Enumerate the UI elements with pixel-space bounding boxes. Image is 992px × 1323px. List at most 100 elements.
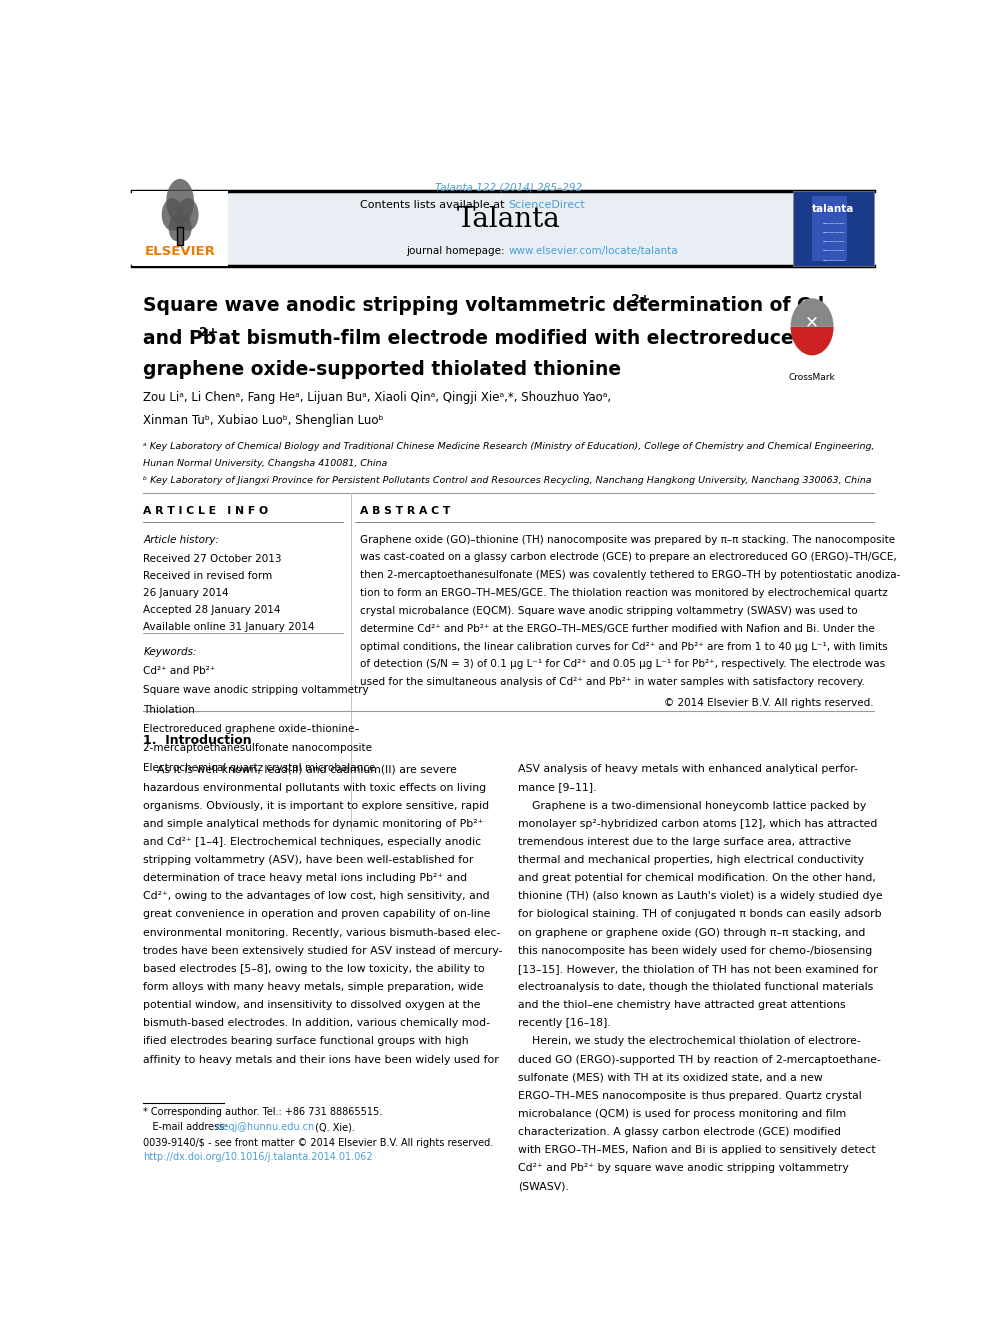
Text: Talanta: Talanta (456, 206, 560, 233)
Text: 2+: 2+ (198, 325, 218, 339)
Text: Electroreduced graphene oxide–thionine–: Electroreduced graphene oxide–thionine– (143, 724, 360, 734)
FancyBboxPatch shape (793, 192, 874, 266)
Text: Received 27 October 2013: Received 27 October 2013 (143, 554, 282, 564)
Text: form alloys with many heavy metals, simple preparation, wide: form alloys with many heavy metals, simp… (143, 982, 484, 992)
Ellipse shape (169, 214, 184, 241)
Text: sulfonate (MES) with TH at its oxidized state, and a new: sulfonate (MES) with TH at its oxidized … (519, 1073, 823, 1082)
Text: ─────────: ───────── (821, 232, 844, 235)
Text: Electrochemical quartz crystal microbalance: Electrochemical quartz crystal microbala… (143, 763, 376, 773)
Text: Square wave anodic stripping voltammetry: Square wave anodic stripping voltammetry (143, 685, 369, 696)
Text: and Cd²⁺ [1–4]. Electrochemical techniques, especially anodic: and Cd²⁺ [1–4]. Electrochemical techniqu… (143, 837, 481, 847)
Text: As it is well known, lead(II) and cadmium(II) are severe: As it is well known, lead(II) and cadmiu… (143, 765, 457, 774)
Text: tion to form an ERGO–TH–MES/GCE. The thiolation reaction was monitored by electr: tion to form an ERGO–TH–MES/GCE. The thi… (360, 589, 888, 598)
Text: used for the simultaneous analysis of Cd²⁺ and Pb²⁺ in water samples with satisf: used for the simultaneous analysis of Cd… (360, 677, 865, 687)
Text: organisms. Obviously, it is important to explore sensitive, rapid: organisms. Obviously, it is important to… (143, 800, 489, 811)
Text: Cd²⁺ and Pb²⁺: Cd²⁺ and Pb²⁺ (143, 665, 215, 676)
Text: tremendous interest due to the large surface area, attractive: tremendous interest due to the large sur… (519, 837, 852, 847)
Text: Xinman Tuᵇ, Xubiao Luoᵇ, Shenglian Luoᵇ: Xinman Tuᵇ, Xubiao Luoᵇ, Shenglian Luoᵇ (143, 414, 384, 427)
Text: optimal conditions, the linear calibration curves for Cd²⁺ and Pb²⁺ are from 1 t: optimal conditions, the linear calibrati… (360, 642, 888, 652)
Text: monolayer sp²-hybridized carbon atoms [12], which has attracted: monolayer sp²-hybridized carbon atoms [1… (519, 819, 878, 828)
Text: Zou Liᵃ, Li Chenᵃ, Fang Heᵃ, Lijuan Buᵃ, Xiaoli Qinᵃ, Qingji Xieᵃ,*, Shouzhuo Ya: Zou Liᵃ, Li Chenᵃ, Fang Heᵃ, Lijuan Buᵃ,… (143, 392, 611, 404)
Text: http://dx.doi.org/10.1016/j.talanta.2014.01.062: http://dx.doi.org/10.1016/j.talanta.2014… (143, 1152, 373, 1162)
Text: ASV analysis of heavy metals with enhanced analytical perfor-: ASV analysis of heavy metals with enhanc… (519, 765, 858, 774)
Text: then 2-mercaptoethanesulfonate (MES) was covalently tethered to ERGO–TH by poten: then 2-mercaptoethanesulfonate (MES) was… (360, 570, 901, 581)
FancyBboxPatch shape (228, 192, 793, 266)
Text: Herein, we study the electrochemical thiolation of electrore-: Herein, we study the electrochemical thi… (519, 1036, 861, 1046)
Text: xieqj@hunnu.edu.cn: xieqj@hunnu.edu.cn (214, 1122, 315, 1132)
Text: ─────────: ───────── (821, 258, 844, 262)
Text: Accepted 28 January 2014: Accepted 28 January 2014 (143, 605, 281, 615)
Text: [13–15]. However, the thiolation of TH has not been examined for: [13–15]. However, the thiolation of TH h… (519, 964, 878, 974)
Text: E-mail address:: E-mail address: (143, 1122, 231, 1132)
Text: environmental monitoring. Recently, various bismuth-based elec-: environmental monitoring. Recently, vari… (143, 927, 501, 938)
Text: © 2014 Elsevier B.V. All rights reserved.: © 2014 Elsevier B.V. All rights reserved… (664, 699, 874, 708)
Text: and the thiol–ene chemistry have attracted great attentions: and the thiol–ene chemistry have attract… (519, 1000, 846, 1011)
Text: 26 January 2014: 26 January 2014 (143, 587, 229, 598)
Text: at bismuth-film electrode modified with electroreduced: at bismuth-film electrode modified with … (212, 329, 807, 348)
Text: * Corresponding author. Tel.: +86 731 88865515.: * Corresponding author. Tel.: +86 731 88… (143, 1107, 383, 1117)
Text: and Pb: and Pb (143, 329, 216, 348)
Text: Available online 31 January 2014: Available online 31 January 2014 (143, 622, 314, 632)
Text: 0039-9140/$ - see front matter © 2014 Elsevier B.V. All rights reserved.: 0039-9140/$ - see front matter © 2014 El… (143, 1138, 493, 1148)
Text: on graphene or graphene oxide (GO) through π–π stacking, and: on graphene or graphene oxide (GO) throu… (519, 927, 866, 938)
Ellipse shape (177, 214, 191, 241)
Text: graphene oxide-supported thiolated thionine: graphene oxide-supported thiolated thion… (143, 360, 621, 380)
Text: characterization. A glassy carbon electrode (GCE) modified: characterization. A glassy carbon electr… (519, 1127, 841, 1136)
Text: electroanalysis to date, though the thiolated functional materials: electroanalysis to date, though the thio… (519, 982, 874, 992)
Ellipse shape (162, 198, 184, 230)
Text: and simple analytical methods for dynamic monitoring of Pb²⁺: and simple analytical methods for dynami… (143, 819, 483, 828)
Text: Article history:: Article history: (143, 534, 219, 545)
Text: Received in revised form: Received in revised form (143, 572, 273, 581)
Text: potential window, and insensitivity to dissolved oxygen at the: potential window, and insensitivity to d… (143, 1000, 481, 1011)
Text: ✕: ✕ (806, 312, 819, 331)
Text: A R T I C L E   I N F O: A R T I C L E I N F O (143, 507, 269, 516)
Text: Contents lists available at: Contents lists available at (360, 200, 509, 209)
Text: Thiolation: Thiolation (143, 705, 195, 714)
Text: microbalance (QCM) is used for process monitoring and film: microbalance (QCM) is used for process m… (519, 1109, 846, 1119)
Text: great convenience in operation and proven capability of on-line: great convenience in operation and prove… (143, 909, 491, 919)
Ellipse shape (167, 179, 194, 224)
Text: crystal microbalance (EQCM). Square wave anodic stripping voltammetry (SWASV) wa: crystal microbalance (EQCM). Square wave… (360, 606, 858, 617)
Text: determine Cd²⁺ and Pb²⁺ at the ERGO–TH–MES/GCE further modified with Nafion and : determine Cd²⁺ and Pb²⁺ at the ERGO–TH–M… (360, 624, 875, 634)
Text: based electrodes [5–8], owing to the low toxicity, the ability to: based electrodes [5–8], owing to the low… (143, 964, 485, 974)
Text: 2-mercaptoethanesulfonate nanocomposite: 2-mercaptoethanesulfonate nanocomposite (143, 744, 372, 754)
Text: thionine (TH) (also known as Lauth's violet) is a widely studied dye: thionine (TH) (also known as Lauth's vio… (519, 892, 883, 901)
Text: with ERGO–TH–MES, Nafion and Bi is applied to sensitively detect: with ERGO–TH–MES, Nafion and Bi is appli… (519, 1146, 876, 1155)
Text: ERGO–TH–MES nanocomposite is thus prepared. Quartz crystal: ERGO–TH–MES nanocomposite is thus prepar… (519, 1090, 862, 1101)
Text: stripping voltammetry (ASV), have been well-established for: stripping voltammetry (ASV), have been w… (143, 855, 473, 865)
Text: was cast-coated on a glassy carbon electrode (GCE) to prepare an electroreduced : was cast-coated on a glassy carbon elect… (360, 553, 897, 562)
Text: ─────────: ───────── (821, 250, 844, 254)
Text: Keywords:: Keywords: (143, 647, 196, 656)
Text: CrossMark: CrossMark (789, 373, 835, 382)
Text: determination of trace heavy metal ions including Pb²⁺ and: determination of trace heavy metal ions … (143, 873, 467, 884)
Text: ified electrodes bearing surface functional groups with high: ified electrodes bearing surface functio… (143, 1036, 469, 1046)
FancyBboxPatch shape (812, 196, 847, 261)
Text: (Q. Xie).: (Q. Xie). (312, 1122, 355, 1132)
Text: ─────────: ───────── (821, 222, 844, 226)
Wedge shape (791, 298, 833, 327)
Text: 1.  Introduction: 1. Introduction (143, 734, 252, 746)
Text: bismuth-based electrodes. In addition, various chemically mod-: bismuth-based electrodes. In addition, v… (143, 1019, 490, 1028)
FancyBboxPatch shape (132, 192, 228, 266)
Text: mance [9–11].: mance [9–11]. (519, 782, 597, 792)
Text: and great potential for chemical modification. On the other hand,: and great potential for chemical modific… (519, 873, 876, 884)
Text: ─────────: ───────── (821, 241, 844, 245)
Text: journal homepage:: journal homepage: (407, 246, 509, 255)
Text: duced GO (ERGO)-supported TH by reaction of 2-mercaptoethane-: duced GO (ERGO)-supported TH by reaction… (519, 1054, 881, 1065)
Text: Graphene is a two-dimensional honeycomb lattice packed by: Graphene is a two-dimensional honeycomb … (519, 800, 867, 811)
Ellipse shape (177, 198, 198, 230)
Text: trodes have been extensively studied for ASV instead of mercury-: trodes have been extensively studied for… (143, 946, 503, 955)
Text: 2+: 2+ (632, 294, 651, 306)
Text: ᵃ Key Laboratory of Chemical Biology and Traditional Chinese Medicine Research (: ᵃ Key Laboratory of Chemical Biology and… (143, 442, 875, 451)
Text: for biological staining. TH of conjugated π bonds can easily adsorb: for biological staining. TH of conjugate… (519, 909, 882, 919)
Text: Square wave anodic stripping voltammetric determination of Cd: Square wave anodic stripping voltammetri… (143, 296, 824, 315)
FancyBboxPatch shape (177, 226, 184, 245)
Text: this nanocomposite has been widely used for chemo-/biosensing: this nanocomposite has been widely used … (519, 946, 873, 955)
Text: thermal and mechanical properties, high electrical conductivity: thermal and mechanical properties, high … (519, 855, 864, 865)
Text: hazardous environmental pollutants with toxic effects on living: hazardous environmental pollutants with … (143, 782, 486, 792)
Wedge shape (791, 327, 833, 356)
Text: Cd²⁺ and Pb²⁺ by square wave anodic stripping voltammetry: Cd²⁺ and Pb²⁺ by square wave anodic stri… (519, 1163, 849, 1174)
Text: talanta: talanta (811, 204, 854, 213)
Text: recently [16–18].: recently [16–18]. (519, 1019, 611, 1028)
Text: ᵇ Key Laboratory of Jiangxi Province for Persistent Pollutants Control and Resou: ᵇ Key Laboratory of Jiangxi Province for… (143, 475, 872, 484)
